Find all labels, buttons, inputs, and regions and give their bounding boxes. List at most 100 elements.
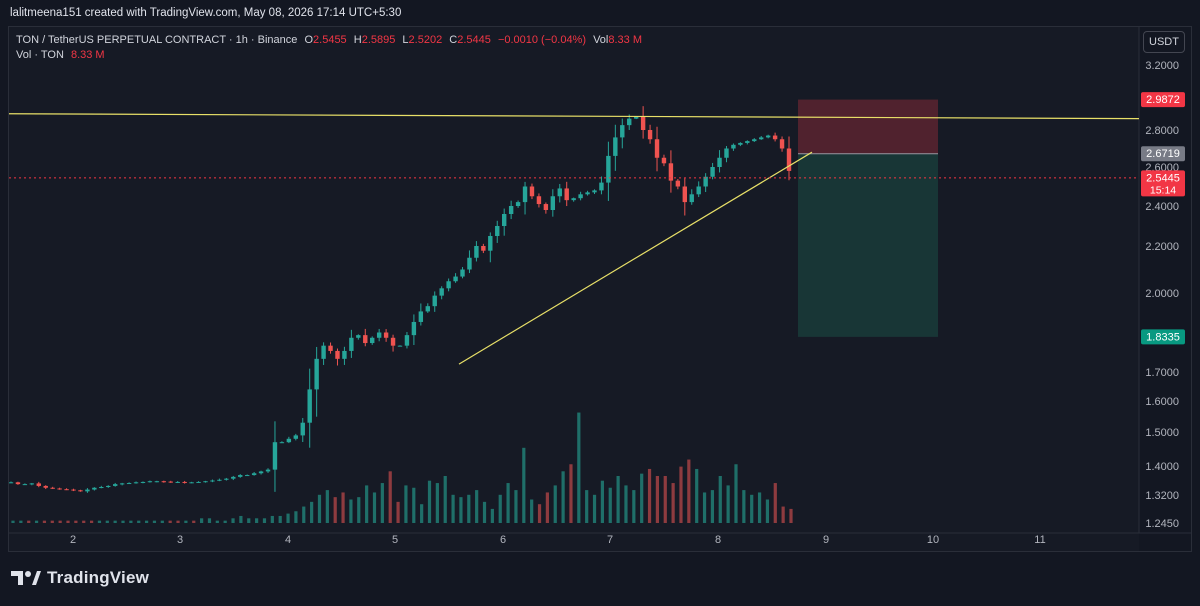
volume-bar: [341, 492, 345, 523]
candle-body: [647, 130, 653, 140]
candle-body: [244, 475, 250, 477]
candle-body: [383, 332, 389, 338]
volume-bar: [11, 520, 15, 523]
price-tag-stop: [1141, 92, 1185, 108]
legend-symbol[interactable]: TON / TetherUS PERPETUAL CONTRACT · 1h ·…: [16, 34, 298, 46]
x-tick-label: 3: [177, 534, 183, 546]
candle-body: [71, 489, 76, 491]
legend-vol-value: 8.33 M: [608, 34, 643, 46]
top-bar: lalitmeena151 created with TradingView.c…: [0, 0, 1200, 26]
candle-body: [453, 276, 458, 282]
candlestick-chart[interactable]: 3.20002.80002.60002.40002.20002.00001.70…: [9, 27, 1191, 551]
legend-close-value: 2.5445: [457, 34, 491, 46]
candle-body: [661, 157, 667, 164]
candle-body: [231, 476, 236, 479]
candle-body: [251, 473, 257, 476]
legend-close-label: C: [449, 34, 458, 46]
resistance-line: [9, 113, 1140, 120]
volume-bar: [506, 483, 510, 523]
volume-bar: [781, 506, 785, 523]
candle-body: [460, 269, 465, 277]
volume-bar: [530, 499, 534, 523]
candle-body: [335, 350, 340, 359]
candle-body: [140, 481, 146, 483]
candle-body: [272, 442, 278, 470]
candle-body: [9, 482, 14, 484]
legend-open-value: 2.5455: [313, 34, 347, 46]
volume-bar: [262, 518, 267, 523]
volume-bar: [317, 494, 322, 523]
volume-bar: [671, 483, 675, 523]
currency-button[interactable]: USDT: [1143, 31, 1185, 53]
x-tick-label: 9: [823, 534, 829, 546]
candle-body: [620, 125, 625, 138]
volume-bar: [58, 520, 62, 523]
candle-body: [571, 198, 576, 201]
candle-body: [356, 335, 361, 338]
candle-body: [682, 186, 688, 203]
volume-bar: [608, 487, 612, 523]
volume-bar: [152, 520, 157, 523]
candle-body: [342, 350, 347, 359]
candle-body: [501, 214, 507, 226]
candle-body: [508, 206, 514, 214]
volume-bar: [333, 497, 337, 523]
volume-bar: [380, 483, 384, 523]
candle-body: [446, 281, 451, 289]
take-profit-zone: [798, 153, 938, 337]
volume-bar: [537, 504, 542, 523]
candle-body: [112, 484, 118, 486]
x-tick-label: 8: [715, 534, 721, 546]
candle-body: [15, 482, 21, 485]
candle-body: [29, 483, 35, 485]
volume-bar: [302, 506, 306, 523]
price-tag-label: 1.8335: [1146, 331, 1180, 343]
legend-open-label: O: [304, 34, 314, 46]
candle-body: [85, 489, 90, 492]
volume-bar: [545, 492, 549, 523]
candle-body: [349, 337, 354, 351]
volume-bar: [97, 520, 102, 523]
volume-bar: [616, 476, 620, 523]
candle-body: [745, 141, 750, 143]
candle-body: [265, 469, 271, 472]
candle-body: [759, 137, 764, 140]
volume-bar: [396, 501, 400, 523]
volume-bar: [74, 520, 78, 523]
chart-area[interactable]: 3.2000 2.8000 2.6000 2.4000 2.2000 2.0000 1.70…: [8, 26, 1192, 552]
candle-body: [210, 480, 215, 482]
candle-body: [64, 489, 69, 491]
candle-body: [133, 482, 139, 484]
x-tick-label: 6: [500, 534, 506, 546]
volume-study-label[interactable]: Vol · TON: [16, 49, 64, 61]
x-tick-label: 10: [927, 534, 939, 546]
volume-bar: [600, 480, 604, 523]
candle-body: [529, 186, 535, 197]
candle-body: [390, 337, 396, 346]
candle-body: [397, 345, 403, 347]
candle-body: [640, 117, 646, 130]
candle-body: [495, 226, 500, 236]
candle-body: [703, 176, 708, 187]
x-tick-label: 7: [607, 534, 613, 546]
volume-bar: [514, 490, 518, 523]
volume-bar: [757, 492, 762, 523]
y-tick-label: 3.2000: [1145, 60, 1179, 72]
legend-low-value: 2.5202: [408, 34, 443, 46]
volume-bar: [255, 518, 259, 523]
y-tick-label: 1.5000: [1145, 427, 1179, 439]
candle-body: [515, 202, 521, 206]
volume-bar: [702, 492, 707, 523]
candle-body: [543, 204, 549, 210]
volume-bar: [82, 520, 86, 523]
y-tick-label: 1.6000: [1145, 396, 1179, 408]
candle-body: [370, 337, 375, 344]
candle-body: [564, 188, 569, 201]
candle-body: [300, 422, 305, 436]
candle-body: [557, 188, 562, 197]
x-tick-label: 4: [285, 534, 291, 546]
candle-body: [772, 135, 778, 140]
volume-bar: [404, 485, 408, 523]
legend-volume-row: Vol · TON 8.33 M: [16, 48, 642, 63]
volume-bar: [412, 487, 416, 523]
